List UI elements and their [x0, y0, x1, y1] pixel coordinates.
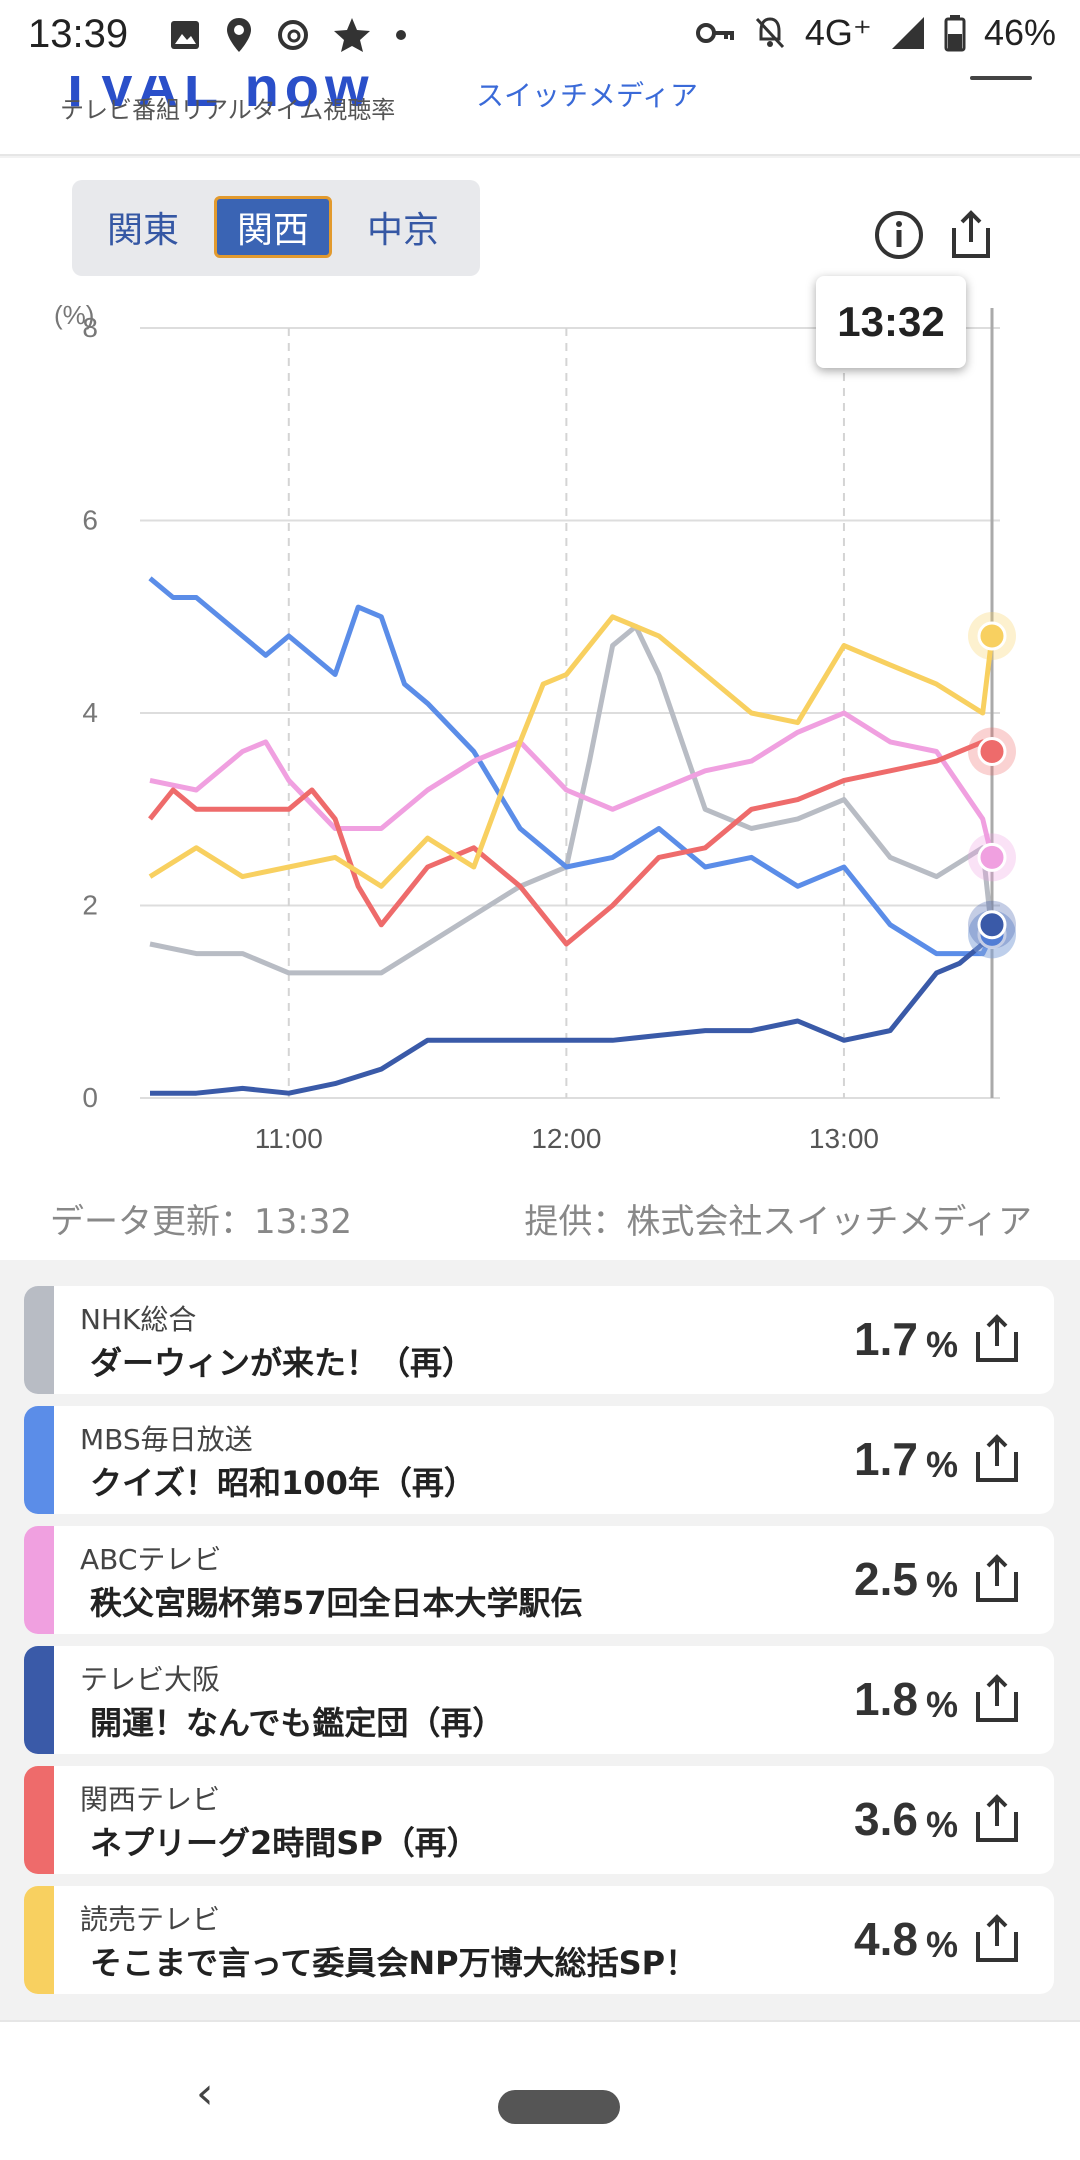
rating-value: 3.6	[854, 1793, 918, 1845]
tab-kanto[interactable]: 関東	[106, 210, 179, 251]
ratings-list: NHK総合 ダーウィンが来た！（再） 1.7% MBS毎日放送 クイズ！昭和100年（再…	[0, 1260, 1080, 2020]
share-icon[interactable]	[970, 1552, 1024, 1606]
series-end-dot-4	[977, 737, 1007, 766]
region-tabs: 関東 関西 中京	[72, 180, 480, 276]
rating-unit: %	[925, 1804, 958, 1845]
provider-label: 提供：株式会社スイッチメディア	[524, 1202, 1032, 1242]
program-title: ダーウィンが来た！（再）	[90, 1344, 475, 1382]
status-bar: 13:39 4G⁺ 46%	[0, 0, 1080, 76]
menu-icon[interactable]	[970, 76, 1032, 80]
dot-icon	[396, 30, 406, 40]
station-color-bar	[24, 1766, 54, 1874]
tab-kansai[interactable]: 関西	[214, 196, 332, 258]
rating-card[interactable]: MBS毎日放送クイズ！昭和100年（再） 1.7%	[24, 1406, 1054, 1514]
share-icon[interactable]	[944, 208, 998, 262]
series-line-3	[150, 923, 995, 1096]
station-name: NHK総合	[80, 1303, 197, 1336]
app-subtitle: テレビ番組リアルタイム視聴率	[60, 96, 396, 124]
status-icons-right: 4G⁺ 46%	[695, 12, 1056, 54]
station-name: テレビ大阪	[80, 1663, 221, 1696]
station-name: MBS毎日放送	[80, 1423, 253, 1456]
series-line-2	[149, 710, 995, 858]
program-title: 開運！なんでも鑑定団（再）	[90, 1704, 505, 1742]
x-tick-label: 11:00	[255, 1123, 323, 1154]
share-icon[interactable]	[970, 1312, 1024, 1366]
provider-brand[interactable]: スイッチメディア	[476, 79, 699, 112]
rating-value: 1.8	[854, 1673, 918, 1725]
y-axis-unit: (%)	[54, 300, 94, 330]
share-icon[interactable]	[970, 1912, 1024, 1966]
star-icon	[334, 18, 370, 52]
series-end-dot-2	[977, 842, 1007, 872]
x-tick-label: 13:00	[809, 1123, 879, 1154]
bell-off-icon	[755, 17, 785, 49]
system-nav-bar: ‹	[0, 2020, 1080, 2160]
chart-lines	[148, 576, 995, 1096]
tooltip-time: 13:32	[837, 298, 945, 345]
y-tick-label: 6	[82, 505, 98, 536]
program-title: クイズ！昭和100年（再）	[90, 1464, 476, 1502]
status-time: 13:39	[28, 12, 129, 56]
program-title: 秩父宮賜杯第57回全日本大学駅伝	[90, 1584, 583, 1622]
app-header: TVAL now テレビ番組リアルタイム視聴率 スイッチメディア	[0, 76, 1080, 156]
station-name: ABCテレビ	[80, 1543, 222, 1576]
rating-value: 1.7	[854, 1313, 918, 1365]
series-end-dot-5	[977, 621, 1007, 651]
rating-card[interactable]: テレビ大阪開運！なんでも鑑定団（再） 1.8%	[24, 1646, 1054, 1754]
rating-value: 2.5	[854, 1553, 918, 1605]
y-tick-label: 0	[82, 1082, 98, 1113]
y-tick-label: 8	[82, 312, 98, 343]
share-icon[interactable]	[970, 1432, 1024, 1486]
key-icon	[695, 23, 734, 43]
data-update-label: データ更新：13:32	[50, 1202, 352, 1242]
rating-unit: %	[925, 1444, 958, 1485]
battery-icon	[944, 15, 966, 52]
station-name: 関西テレビ	[80, 1783, 221, 1816]
back-button[interactable]: ‹	[196, 2068, 214, 2119]
rating-card[interactable]: 関西テレビネプリーグ2時間SP（再） 3.6%	[24, 1766, 1054, 1874]
battery-percent: 46%	[983, 12, 1056, 53]
rating-unit: %	[925, 1684, 958, 1725]
station-color-bar	[24, 1886, 54, 1994]
chart-grid: 0 2 4 6 8 11:00 12:00 13:00	[82, 308, 1000, 1154]
location-icon	[227, 18, 251, 52]
tab-chukyo[interactable]: 中京	[366, 210, 439, 251]
time-tooltip: 13:32	[816, 276, 966, 368]
network-type: 4G⁺	[804, 12, 872, 53]
station-color-bar	[24, 1406, 54, 1514]
signal-icon	[891, 17, 924, 49]
rating-card[interactable]: ABCテレビ秩父宮賜杯第57回全日本大学駅伝 2.5%	[24, 1526, 1054, 1634]
rating-card[interactable]: 読売テレビそこまで言って委員会NP万博大総括SP！ 4.8%	[24, 1886, 1054, 1994]
series-end-dot-3	[977, 910, 1007, 940]
chart-panel: 関東 関西 中京 0 2 4 6 8 11:00 12:00 13:00 (%) 13:32 …	[0, 158, 1080, 1260]
station-color-bar	[24, 1286, 54, 1394]
program-title: ネプリーグ2時間SP（再）	[90, 1824, 479, 1862]
app-logo[interactable]: TVAL now	[58, 76, 375, 118]
share-icon[interactable]	[970, 1792, 1024, 1846]
status-icons-left	[168, 16, 408, 54]
station-color-bar	[24, 1526, 54, 1634]
program-title: そこまで言って委員会NP万博大総括SP！	[90, 1944, 698, 1982]
threads-icon	[278, 20, 308, 50]
image-icon	[171, 21, 199, 49]
station-color-bar	[24, 1646, 54, 1754]
y-tick-label: 2	[82, 890, 98, 921]
rating-card[interactable]: NHK総合ダーウィンが来た！（再） 1.7%	[24, 1286, 1054, 1394]
station-name: 読売テレビ	[80, 1903, 221, 1936]
info-icon[interactable]	[872, 208, 926, 262]
home-button[interactable]	[498, 2090, 620, 2124]
series-line-1	[148, 576, 995, 957]
rating-unit: %	[925, 1324, 958, 1365]
series-line-4	[148, 739, 994, 947]
y-tick-label: 4	[82, 697, 98, 728]
rating-unit: %	[925, 1564, 958, 1605]
share-icon[interactable]	[970, 1672, 1024, 1726]
rating-value: 4.8	[854, 1913, 918, 1965]
rating-unit: %	[925, 1924, 958, 1965]
rating-value: 1.7	[854, 1433, 918, 1485]
x-tick-label: 12:00	[531, 1123, 601, 1154]
chart-end-markers	[968, 612, 1016, 959]
series-line-0	[149, 623, 995, 976]
series-line-5	[148, 614, 995, 889]
